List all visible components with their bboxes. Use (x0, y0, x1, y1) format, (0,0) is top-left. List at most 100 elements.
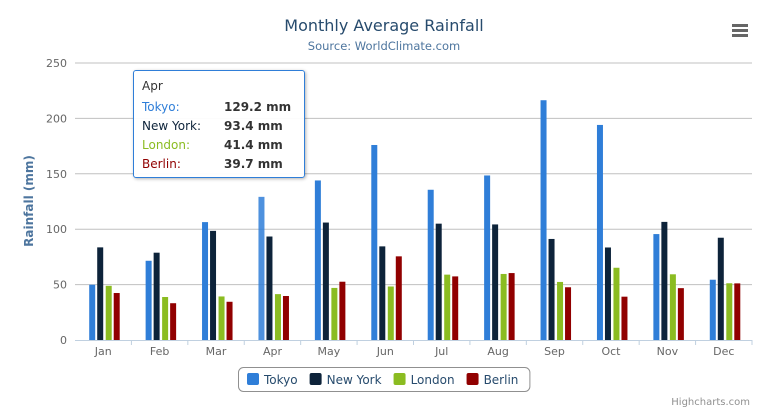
legend-label: Tokyo (263, 373, 298, 387)
tooltip-value: 129.2 mm (224, 99, 292, 114)
bar-london-jul[interactable] (444, 274, 451, 340)
bar-berlin-may[interactable] (339, 281, 346, 340)
bar-tokyo-sep[interactable] (540, 100, 547, 341)
bar-london-apr[interactable] (274, 294, 281, 340)
bar-tokyo-mar[interactable] (202, 222, 209, 340)
legend-item-berlin[interactable]: Berlin (466, 373, 519, 387)
bar-london-dec[interactable] (726, 283, 733, 340)
bar-london-feb[interactable] (162, 297, 169, 340)
bar-new-york-feb[interactable] (153, 252, 160, 340)
tooltip-series-name: London: (142, 137, 191, 152)
bar-new-york-mar[interactable] (210, 230, 217, 340)
legend-item-london[interactable]: London (393, 373, 455, 387)
y-tick-label: 50 (53, 279, 67, 292)
chart-subtitle: Source: WorldClimate.com (308, 39, 460, 53)
x-tick-label: Jun (376, 345, 394, 358)
legend-label: London (411, 373, 455, 387)
y-tick-label: 0 (60, 334, 67, 347)
tooltip-series-name: Berlin: (142, 156, 181, 171)
tooltip-row: London: 41.4 mm (142, 135, 296, 154)
bar-berlin-jul[interactable] (452, 276, 459, 340)
tooltip-series-name: New York: (142, 118, 201, 133)
bar-london-aug[interactable] (500, 273, 507, 340)
bar-berlin-jun[interactable] (395, 256, 402, 340)
legend-label: Berlin (484, 373, 519, 387)
bar-tokyo-dec[interactable] (709, 279, 716, 340)
bar-berlin-aug[interactable] (508, 273, 515, 340)
bar-berlin-nov[interactable] (677, 288, 684, 340)
bar-tokyo-nov[interactable] (653, 234, 660, 340)
menu-button[interactable] (728, 18, 752, 40)
legend-label: New York (327, 373, 382, 387)
bar-new-york-jan[interactable] (97, 247, 104, 340)
chart-title: Monthly Average Rainfall (284, 16, 483, 35)
x-tick-label: Feb (150, 345, 169, 358)
bar-london-mar[interactable] (218, 296, 225, 340)
x-tick-label: Nov (657, 345, 679, 358)
tooltip-header: Apr (142, 79, 163, 93)
bar-tokyo-apr[interactable] (258, 196, 265, 340)
bar-tokyo-may[interactable] (314, 180, 321, 340)
bar-tokyo-oct[interactable] (596, 124, 603, 341)
x-tick-label: Mar (206, 345, 227, 358)
credits-link[interactable]: Highcharts.com (671, 397, 750, 408)
tooltip-value: 93.4 mm (224, 118, 283, 133)
tooltip-value: 41.4 mm (224, 137, 283, 152)
legend: Tokyo New York London Berlin (238, 367, 531, 392)
bar-berlin-feb[interactable] (170, 303, 177, 340)
tooltip: Apr Tokyo: 129.2 mm New York: 93.4 mm London… (133, 70, 305, 178)
bar-tokyo-feb[interactable] (145, 260, 152, 340)
hamburger-menu-icon[interactable] (732, 24, 748, 27)
bar-berlin-sep[interactable] (565, 287, 572, 340)
legend-item-new-york[interactable]: New York (309, 373, 382, 387)
y-tick-label: 250 (46, 57, 67, 70)
bar-new-york-dec[interactable] (717, 237, 724, 340)
x-tick-label: Aug (487, 345, 508, 358)
bar-new-york-apr[interactable] (266, 236, 273, 340)
bar-new-york-jun[interactable] (379, 246, 386, 340)
bar-new-york-oct[interactable] (604, 247, 611, 340)
tooltip-series-name: Tokyo: (142, 99, 180, 114)
bar-tokyo-jul[interactable] (427, 189, 434, 340)
bar-tokyo-jan[interactable] (89, 284, 96, 340)
bar-new-york-may[interactable] (322, 222, 329, 340)
bar-tokyo-jun[interactable] (371, 144, 378, 340)
x-tick-label: Dec (713, 345, 734, 358)
bar-new-york-nov[interactable] (661, 221, 668, 340)
legend-swatch (247, 373, 259, 385)
tooltip-row: Berlin: 39.7 mm (142, 154, 296, 173)
y-axis-label: Rainfall (mm) (22, 155, 36, 247)
bar-berlin-jan[interactable] (113, 293, 120, 340)
bar-berlin-apr[interactable] (282, 296, 289, 340)
tooltip-row: New York: 93.4 mm (142, 116, 296, 135)
bar-london-jan[interactable] (105, 285, 112, 340)
y-tick-label: 150 (46, 168, 67, 181)
x-tick-label: Jan (94, 345, 112, 358)
bar-berlin-oct[interactable] (621, 296, 628, 340)
bar-berlin-mar[interactable] (226, 301, 233, 340)
legend-item-tokyo[interactable]: Tokyo (247, 373, 298, 387)
tooltip-value: 39.7 mm (224, 156, 283, 171)
bar-new-york-aug[interactable] (492, 224, 499, 340)
bar-new-york-jul[interactable] (435, 223, 442, 340)
bar-berlin-dec[interactable] (734, 283, 741, 340)
x-tick-label: Sep (544, 345, 565, 358)
x-tick-label: May (318, 345, 341, 358)
bar-london-may[interactable] (331, 287, 338, 340)
bar-tokyo-aug[interactable] (484, 175, 491, 340)
bar-london-sep[interactable] (557, 281, 564, 340)
x-tick-label: Jul (434, 345, 448, 358)
tooltip-row: Tokyo: 129.2 mm (142, 97, 296, 116)
y-tick-label: 100 (46, 223, 67, 236)
x-tick-label: Oct (601, 345, 621, 358)
bar-london-oct[interactable] (613, 267, 620, 340)
bar-london-nov[interactable] (669, 274, 676, 340)
x-tick-label: Apr (263, 345, 283, 358)
bar-new-york-sep[interactable] (548, 238, 555, 340)
y-tick-label: 200 (46, 112, 67, 125)
legend-swatch (309, 373, 322, 385)
legend-swatch (393, 373, 406, 385)
bar-london-jun[interactable] (387, 286, 394, 340)
